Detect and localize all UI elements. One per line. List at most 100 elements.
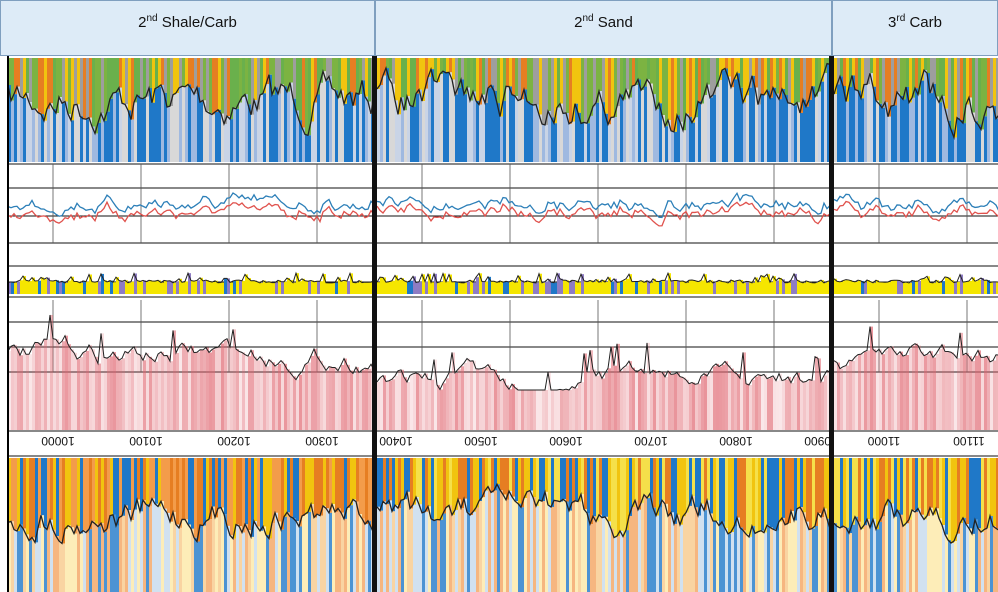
stripe: [431, 458, 434, 519]
stripe: [209, 113, 212, 162]
stripe: [191, 458, 194, 529]
stripe: [975, 519, 978, 592]
stripe: [785, 458, 788, 525]
stripe: [458, 282, 461, 294]
stripe: [338, 277, 341, 294]
stripe: [719, 525, 722, 592]
stripe: [548, 279, 551, 294]
stripe: [494, 281, 497, 294]
stripe: [152, 458, 155, 499]
stripe: [785, 379, 788, 430]
stripe: [401, 278, 404, 294]
stripe: [119, 458, 122, 518]
stripe: [20, 58, 23, 97]
stripe: [347, 364, 350, 430]
log-curve: [834, 273, 998, 284]
stripe: [689, 116, 692, 162]
header-box: [375, 0, 832, 56]
stripe: [65, 101, 68, 162]
stripe: [128, 110, 131, 162]
stripe: [47, 58, 50, 109]
stripe: [605, 373, 608, 430]
stripe: [698, 58, 701, 102]
stripe: [95, 523, 98, 592]
stripe: [599, 371, 602, 430]
stripe: [882, 58, 885, 108]
stripe: [41, 458, 44, 516]
stripe: [32, 58, 35, 110]
stripe: [632, 86, 635, 162]
stripe: [815, 458, 818, 527]
stripe: [377, 88, 380, 162]
stripe: [257, 109, 260, 162]
stripe: [653, 370, 656, 430]
stripe: [710, 280, 713, 294]
stripe: [59, 58, 62, 98]
stripe: [29, 281, 32, 294]
stripe: [803, 382, 806, 430]
stripe: [353, 499, 356, 592]
stripe: [89, 58, 92, 118]
stripe: [605, 282, 608, 294]
stripe: [527, 390, 530, 430]
stripe: [389, 500, 392, 592]
stripe: [749, 458, 752, 537]
stripe: [524, 282, 527, 294]
stripe: [993, 526, 996, 592]
stripe: [254, 100, 257, 162]
stripe: [521, 458, 524, 508]
stripe: [434, 520, 437, 592]
stripe: [674, 58, 677, 132]
stripe: [221, 507, 224, 592]
stripe: [425, 373, 428, 430]
stripe: [272, 94, 275, 162]
stripe: [101, 58, 104, 114]
stripe: [38, 280, 41, 294]
stripe: [428, 458, 431, 507]
stripe: [86, 119, 89, 162]
stripe: [506, 458, 509, 500]
stripe: [575, 458, 578, 501]
stripe: [293, 518, 296, 592]
stripe: [927, 73, 930, 162]
stripe: [599, 282, 602, 294]
stripe: [320, 458, 323, 516]
stripe: [332, 458, 335, 505]
stripe: [644, 58, 647, 87]
stripe: [605, 58, 608, 114]
stripe: [197, 458, 200, 542]
stripe: [35, 542, 38, 592]
stripe: [867, 458, 870, 520]
stripe: [677, 458, 680, 515]
stripe: [906, 281, 909, 294]
stripe: [470, 515, 473, 592]
stripe: [912, 280, 915, 294]
stripe: [143, 98, 146, 162]
stripe: [257, 526, 260, 592]
stripe: [891, 346, 894, 430]
stripe: [641, 58, 644, 91]
stripe: [287, 512, 290, 592]
stripe: [470, 280, 473, 294]
stripe: [800, 507, 803, 592]
stripe: [320, 82, 323, 162]
stripe: [206, 347, 209, 430]
stripe: [377, 58, 380, 89]
stripe: [728, 458, 731, 534]
stripe: [293, 282, 296, 294]
stripe: [752, 526, 755, 592]
stripe: [818, 91, 821, 162]
stripe: [188, 458, 191, 525]
stripe: [440, 458, 443, 520]
stripe: [770, 458, 773, 528]
stripe: [728, 365, 731, 430]
stripe: [644, 458, 647, 495]
stripe: [287, 58, 290, 92]
stripe: [62, 543, 65, 592]
stripe: [236, 108, 239, 162]
stripe: [837, 526, 840, 592]
stripe: [921, 351, 924, 430]
stripe: [957, 281, 960, 294]
stripe: [924, 58, 927, 71]
stripe: [879, 349, 882, 430]
